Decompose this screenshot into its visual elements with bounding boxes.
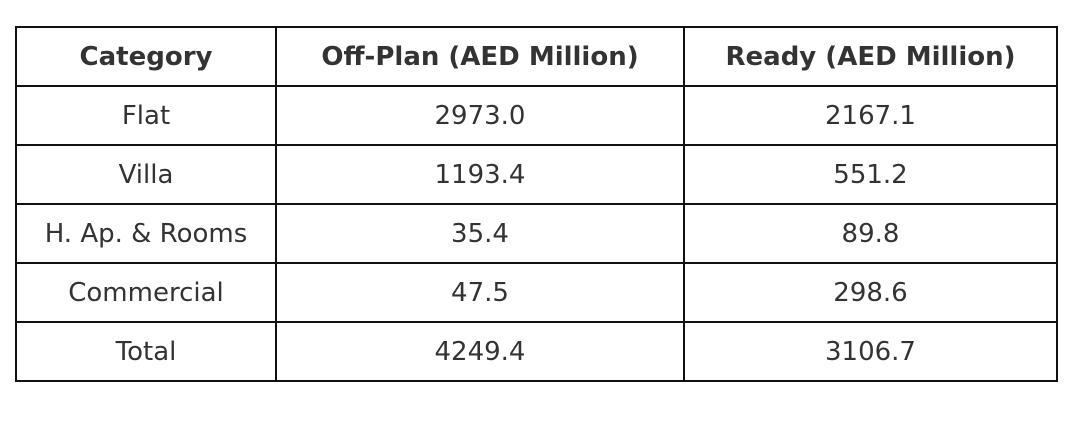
header-category: Category [15,26,277,87]
cell-off-plan: 4249.4 [275,321,685,382]
table-row-h-ap-rooms: H. Ap. & Rooms 35.4 89.8 [15,203,1058,264]
table-body: Flat 2973.0 2167.1 Villa 1193.4 551.2 H.… [15,85,1058,382]
cell-ready: 298.6 [683,262,1058,323]
cell-category: Total [15,321,277,382]
cell-category: Villa [15,144,277,205]
cell-off-plan: 47.5 [275,262,685,323]
data-table: Category Off-Plan (AED Million) Ready (A… [15,26,1058,382]
cell-ready: 3106.7 [683,321,1058,382]
table-header: Category Off-Plan (AED Million) Ready (A… [15,26,1058,87]
cell-category: H. Ap. & Rooms [15,203,277,264]
cell-off-plan: 2973.0 [275,85,685,146]
cell-ready: 89.8 [683,203,1058,264]
cell-category: Flat [15,85,277,146]
cell-off-plan: 35.4 [275,203,685,264]
table-row-commercial: Commercial 47.5 298.6 [15,262,1058,323]
header-row: Category Off-Plan (AED Million) Ready (A… [15,26,1058,87]
header-ready: Ready (AED Million) [683,26,1058,87]
table-row-total: Total 4249.4 3106.7 [15,321,1058,382]
table-row-villa: Villa 1193.4 551.2 [15,144,1058,205]
cell-off-plan: 1193.4 [275,144,685,205]
cell-category: Commercial [15,262,277,323]
header-off-plan: Off-Plan (AED Million) [275,26,685,87]
cell-ready: 2167.1 [683,85,1058,146]
cell-ready: 551.2 [683,144,1058,205]
table-row-flat: Flat 2973.0 2167.1 [15,85,1058,146]
